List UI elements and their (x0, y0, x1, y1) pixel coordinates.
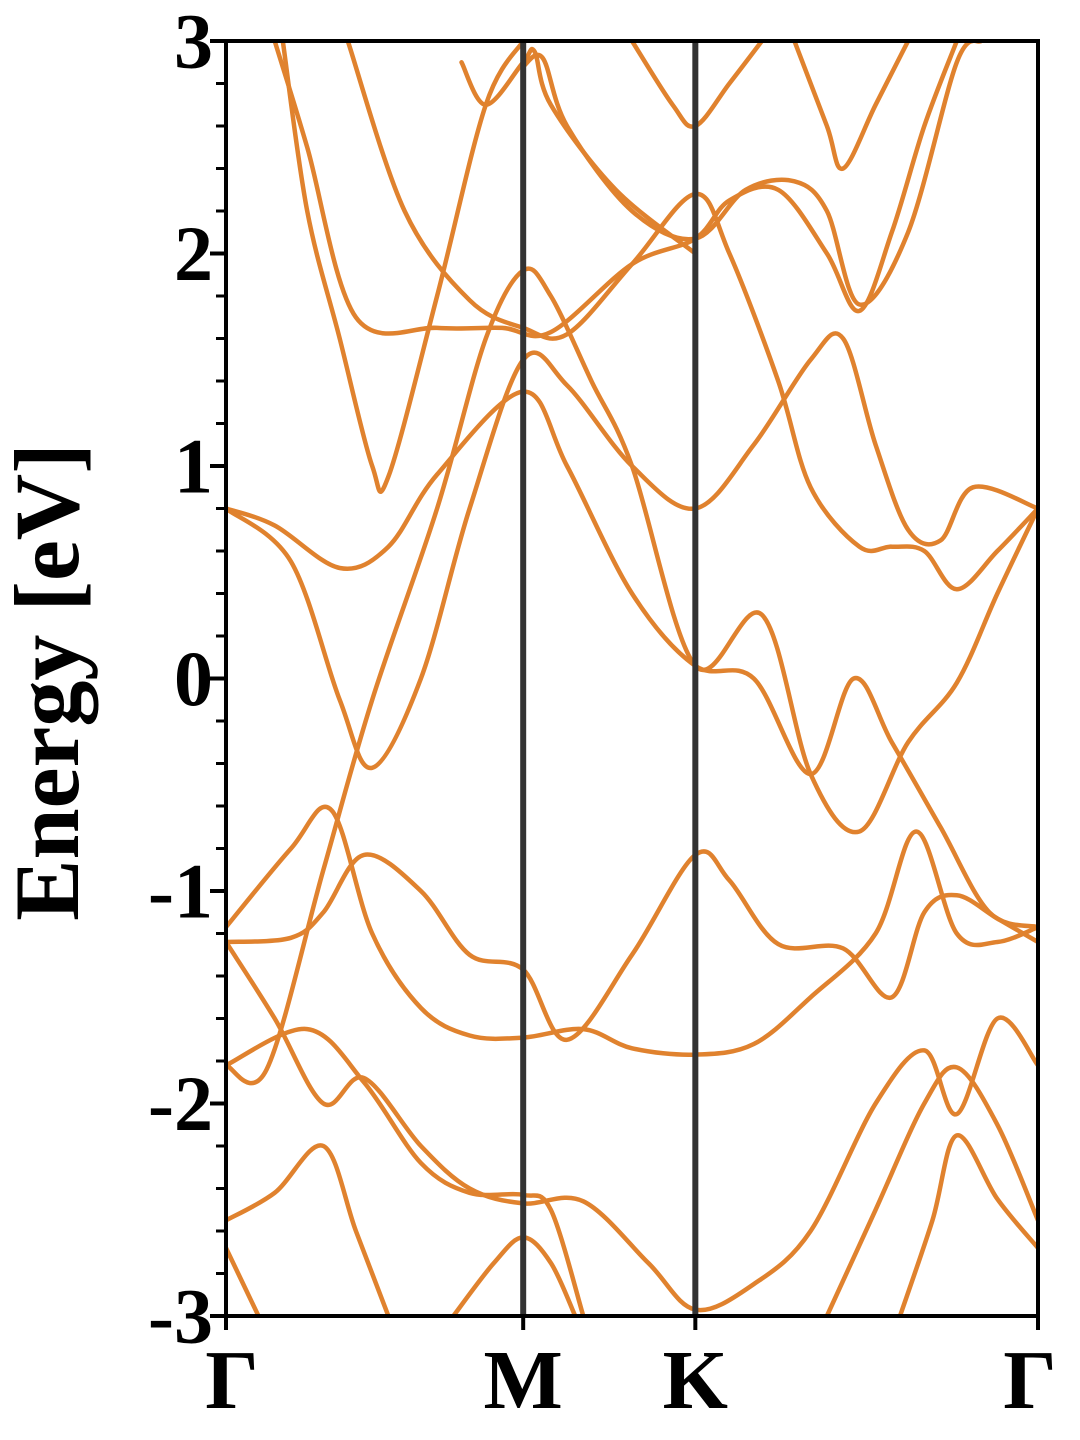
y-tick-label: -3 (148, 1273, 213, 1360)
band-line-8 (226, 1245, 261, 1316)
y-tick-label: -1 (148, 848, 213, 935)
x-tick-label-Γ: Γ (1003, 1334, 1056, 1427)
band-line-14 (272, 41, 960, 339)
x-tick-label-Γ: Γ (205, 1334, 258, 1427)
y-tick-label: 3 (174, 0, 213, 85)
band-line-4 (226, 849, 1038, 1043)
band-line-2 (226, 331, 1038, 771)
plot-frame (224, 39, 1040, 1318)
band-line-19 (459, 46, 698, 256)
band-line-9 (451, 1235, 578, 1316)
band-line-3 (226, 804, 1038, 1057)
y-axis-label: Energy [eV] (0, 443, 98, 921)
band-line-13 (280, 41, 526, 494)
band-line-7 (226, 1143, 391, 1316)
band-line-1 (226, 389, 1038, 930)
band-line-18 (792, 41, 911, 171)
band-line-12 (226, 266, 1038, 1086)
y-tick-label: -2 (148, 1060, 213, 1147)
band-line-5 (226, 939, 1038, 1313)
y-ticks: -3 -2 -1 0 1 2 3 (148, 0, 226, 1360)
bands (226, 41, 1038, 1316)
band-line-10 (824, 1064, 1038, 1316)
band-line-15 (345, 41, 1038, 592)
x-tick-label-K: K (663, 1334, 728, 1427)
band-line-6 (226, 1026, 586, 1316)
band-line-16 (520, 41, 984, 307)
y-tick-label: 2 (174, 210, 213, 297)
y-tick-label: 0 (174, 635, 213, 722)
high-symmetry-lines (520, 41, 699, 1316)
x-tick-label-M: M (484, 1334, 563, 1427)
y-tick-label: 1 (174, 423, 213, 510)
band-line-11 (897, 1133, 1038, 1316)
